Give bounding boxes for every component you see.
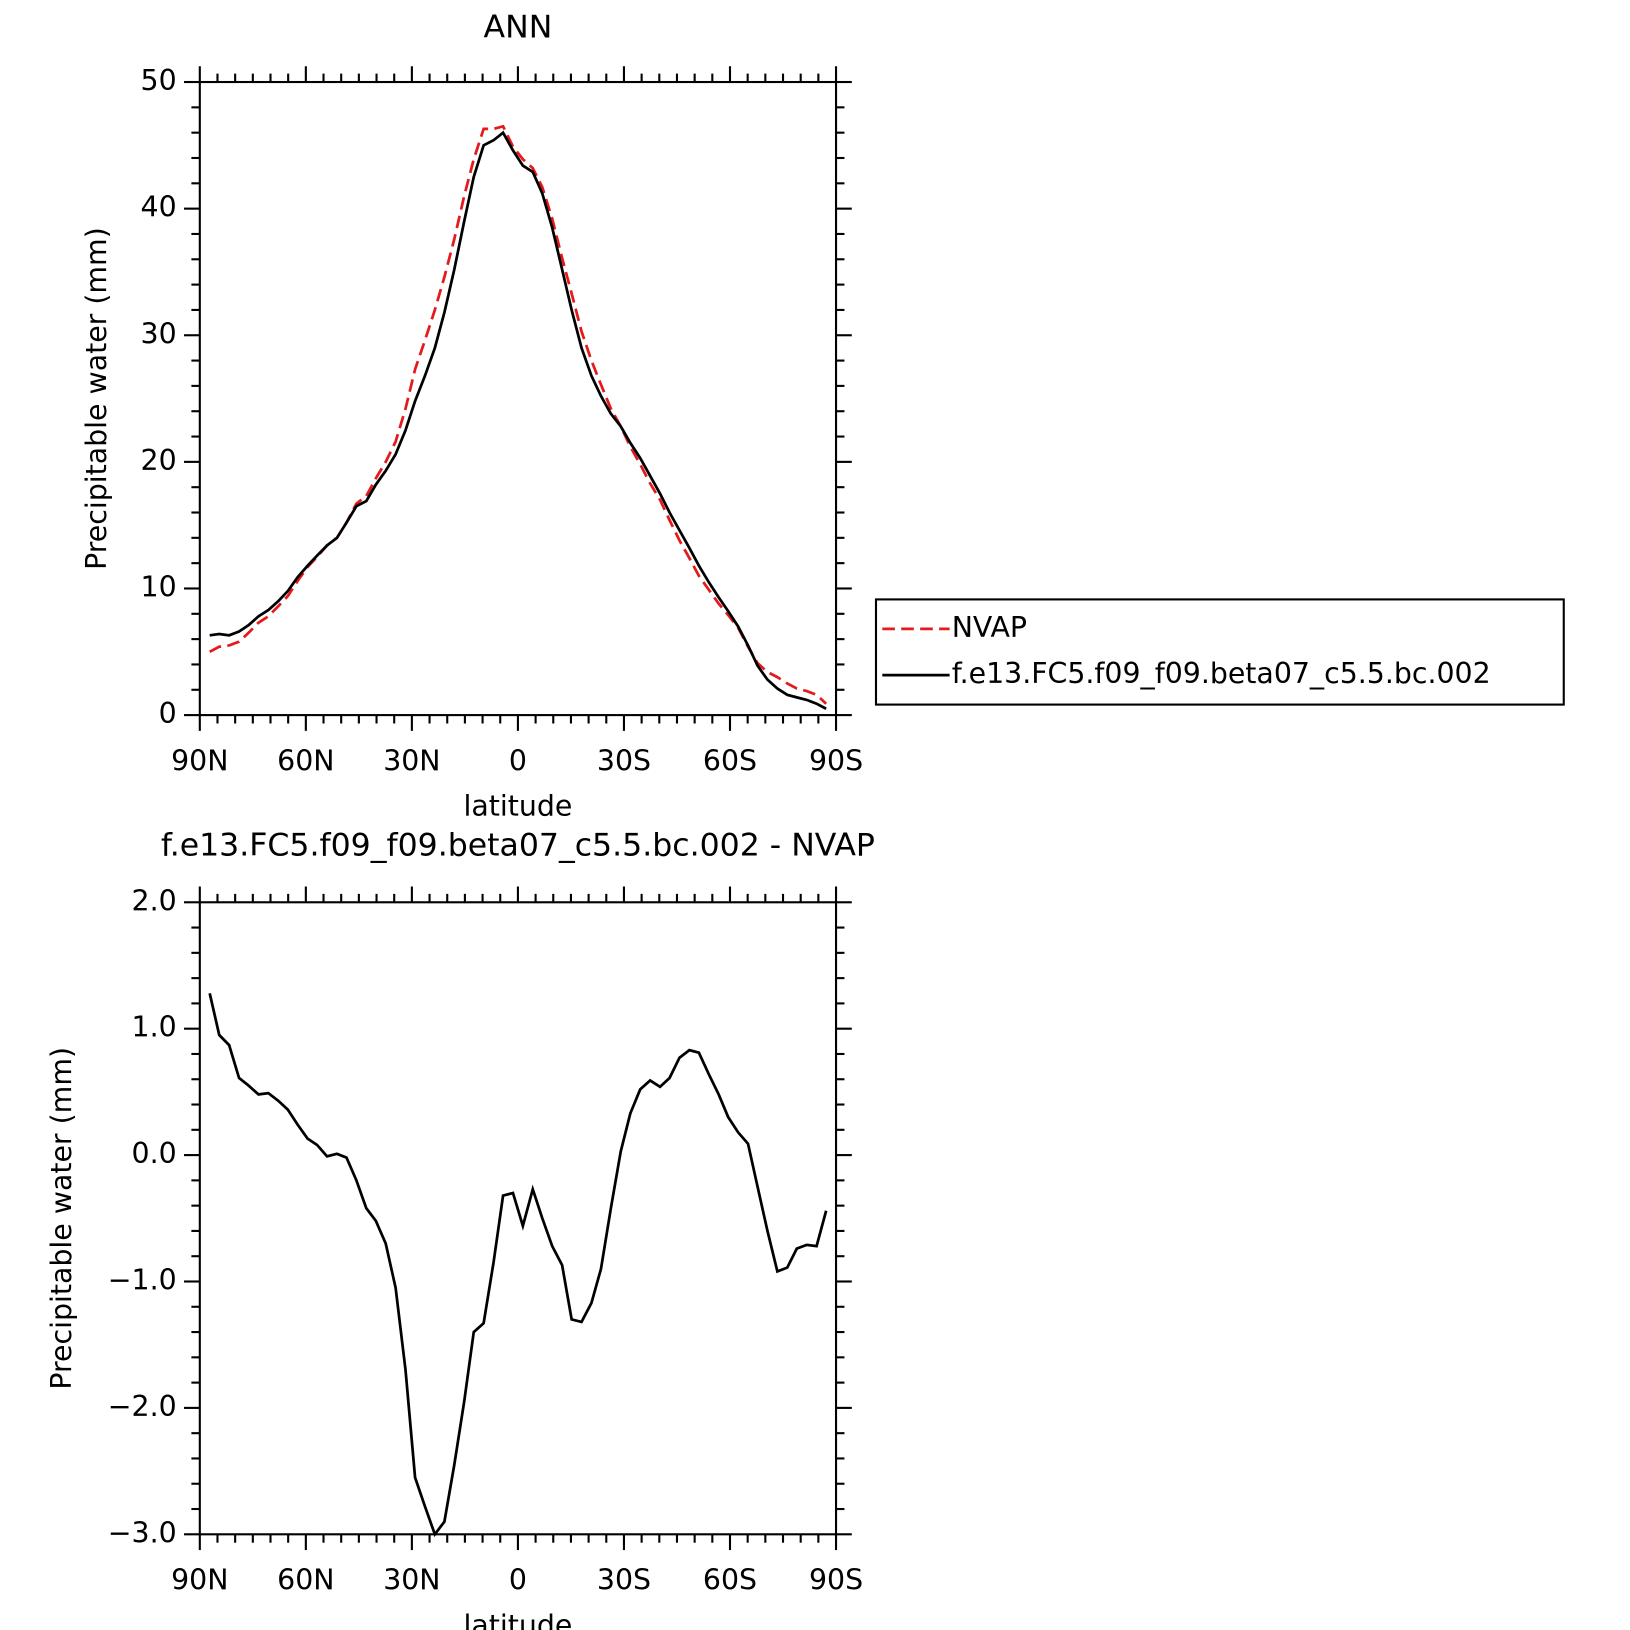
data-line: [209, 124, 828, 705]
x-tick-label: 60N: [277, 1564, 334, 1597]
legend-label: NVAP: [952, 611, 1027, 644]
x-tick-label: 90N: [171, 744, 228, 777]
chart-title: f.e13.FC5.f09_f09.beta07_c5.5.bc.002 - N…: [161, 828, 875, 864]
y-tick-label: 2.0: [132, 884, 177, 917]
x-tick-label: 90S: [809, 744, 863, 777]
y-tick-label: 30: [141, 317, 177, 350]
y-tick-label: 0: [159, 697, 177, 730]
plot-frame: [198, 901, 838, 1536]
x-axis-label: latitude: [463, 790, 572, 823]
x-tick-label: 60S: [703, 744, 757, 777]
x-tick-label: 30N: [383, 1564, 440, 1597]
x-tick-label: 30S: [597, 1564, 651, 1597]
y-tick-label: 40: [141, 191, 177, 224]
x-tick-label: 0: [509, 1564, 527, 1597]
y-tick-label: −3.0: [108, 1516, 177, 1549]
chart-title: ANN: [484, 9, 553, 45]
plot-frame: [198, 80, 838, 717]
y-axis-label: Precipitable water (mm): [45, 1047, 78, 1390]
x-axis-label: latitude: [463, 1609, 572, 1630]
data-line: [208, 992, 828, 1538]
data-line: [209, 130, 827, 710]
x-tick-label: 90S: [809, 1564, 863, 1597]
y-tick-label: −1.0: [108, 1263, 177, 1296]
x-tick-label: 60S: [703, 1564, 757, 1597]
legend-label: f.e13.FC5.f09_f09.beta07_c5.5.bc.002: [952, 657, 1491, 690]
y-axis-label: Precipitable water (mm): [80, 227, 113, 570]
y-tick-label: 1.0: [132, 1011, 177, 1044]
x-tick-label: 90N: [171, 1564, 228, 1597]
y-tick-label: 20: [141, 444, 177, 477]
y-tick-label: 0.0: [132, 1137, 177, 1170]
x-tick-label: 60N: [277, 744, 334, 777]
legend-box: [874, 598, 1565, 706]
x-tick-label: 0: [509, 744, 527, 777]
y-tick-label: 10: [141, 570, 177, 603]
x-tick-label: 30S: [597, 744, 651, 777]
y-tick-label: −2.0: [108, 1390, 177, 1423]
x-tick-label: 30N: [383, 744, 440, 777]
y-tick-label: 50: [141, 64, 177, 97]
